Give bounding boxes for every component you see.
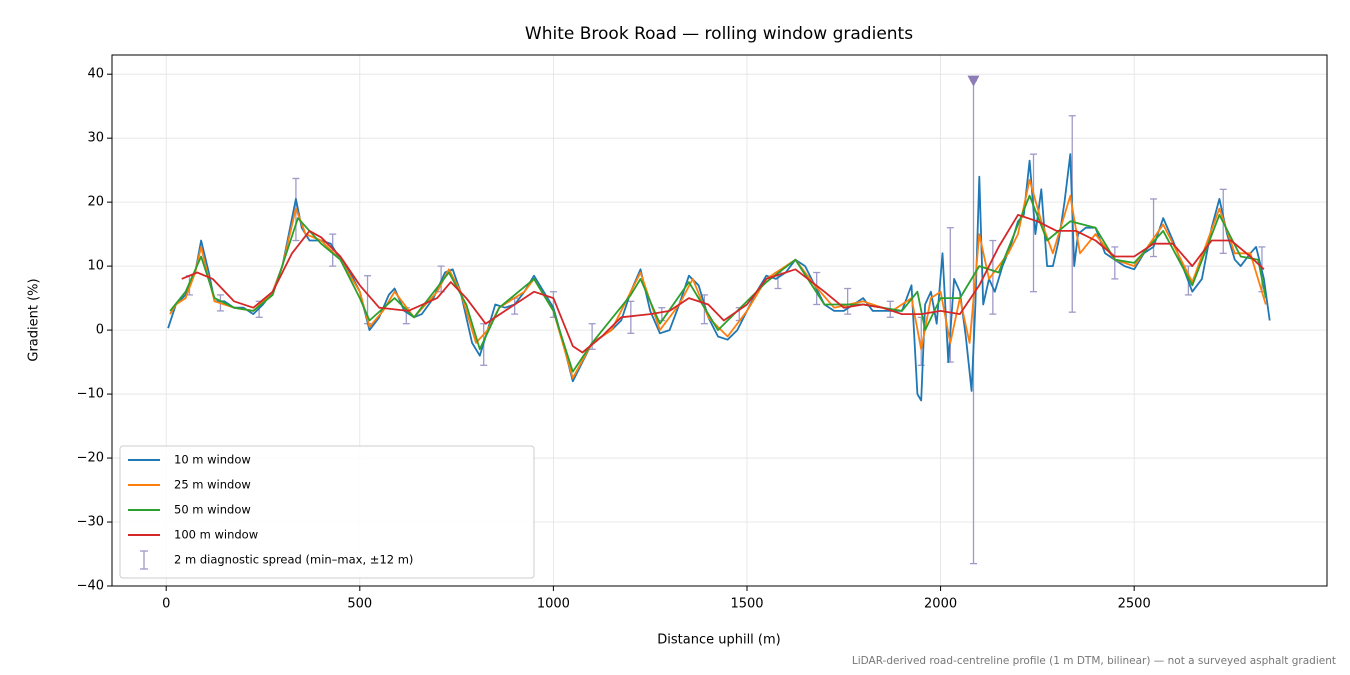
series-line xyxy=(167,153,1271,402)
chart-title: White Brook Road — rolling window gradie… xyxy=(525,24,913,44)
y-tick-label: 20 xyxy=(87,195,104,210)
y-tick-label: 0 xyxy=(96,323,104,338)
legend-label: 50 m window xyxy=(174,503,251,517)
x-tick-label: 2500 xyxy=(1118,597,1151,612)
legend-label: 100 m window xyxy=(174,528,258,542)
y-tick-label: 10 xyxy=(87,259,104,274)
plot-area xyxy=(167,75,1271,565)
y-axis-label: Gradient (%) xyxy=(27,278,42,361)
x-axis-label: Distance uphill (m) xyxy=(657,633,780,648)
series-line xyxy=(169,178,1267,379)
y-tick-label: 40 xyxy=(87,67,104,82)
y-tick-label: −10 xyxy=(77,387,104,402)
series-line xyxy=(181,214,1265,354)
y-tick-label: −40 xyxy=(77,579,104,594)
y-tick-label: −30 xyxy=(77,515,104,530)
series-line xyxy=(169,194,1267,373)
y-tick-label: −20 xyxy=(77,451,104,466)
legend-label: 2 m diagnostic spread (min–max, ±12 m) xyxy=(174,553,413,567)
x-tick-label: 0 xyxy=(162,597,170,612)
footnote: LiDAR-derived road-centreline profile (1… xyxy=(852,655,1336,667)
x-tick-label: 2000 xyxy=(924,597,957,612)
y-tick-label: 30 xyxy=(87,131,104,146)
x-tick-label: 500 xyxy=(347,597,372,612)
legend-box xyxy=(119,445,535,579)
clip-marker xyxy=(967,75,980,87)
legend-label: 10 m window xyxy=(174,453,251,467)
x-tick-label: 1500 xyxy=(730,597,763,612)
x-tick-label: 1000 xyxy=(537,597,570,612)
plot-frame xyxy=(111,54,1328,587)
legend-label: 25 m window xyxy=(174,478,251,492)
